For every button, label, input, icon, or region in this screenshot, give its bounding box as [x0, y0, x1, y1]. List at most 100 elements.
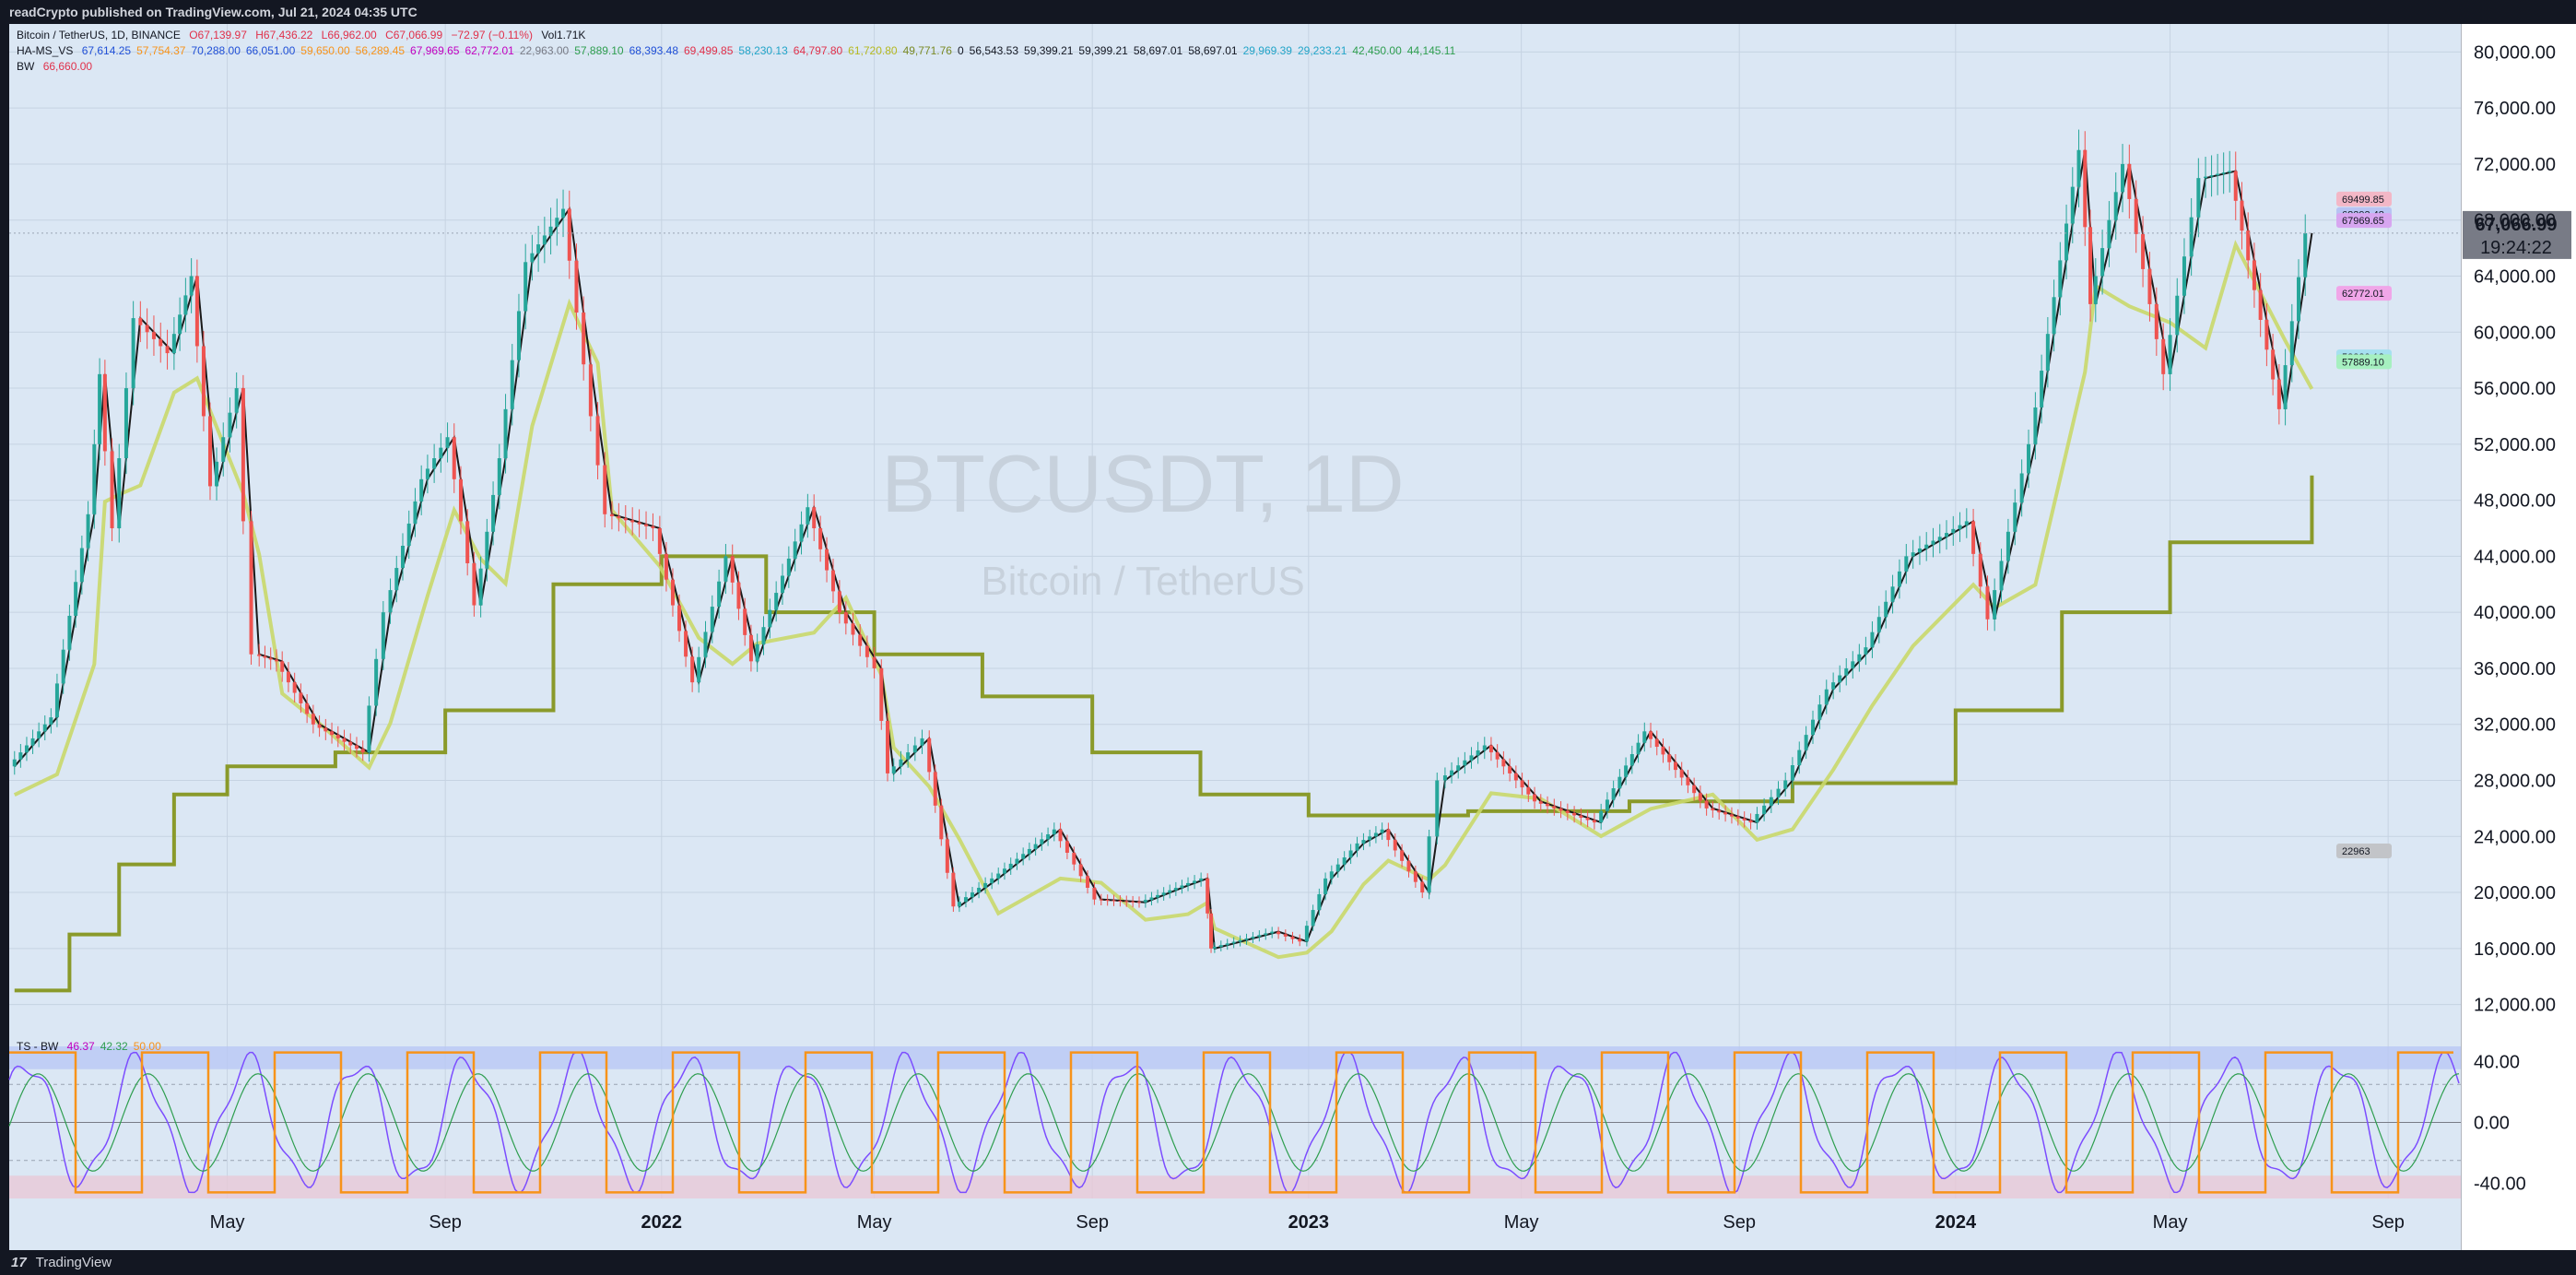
candle-body: [49, 717, 53, 725]
candle-body: [906, 752, 911, 760]
candle-body: [851, 623, 855, 635]
candle-body: [677, 605, 682, 632]
legend-ha-ms-value: 56,543.53: [969, 44, 1019, 57]
candle-body: [1931, 540, 1935, 545]
candle-body: [697, 656, 701, 683]
candle-body: [348, 741, 353, 746]
candle-body: [317, 724, 322, 728]
y-tick-label: 68,000.00: [2474, 211, 2556, 231]
candle-body: [1711, 808, 1715, 811]
candle-body: [1937, 537, 1942, 541]
legend-ha-ms-value: 67,614.25: [81, 44, 132, 57]
candle-body: [138, 318, 143, 325]
candle-body: [2141, 233, 2146, 269]
y-tick-label: 28,000.00: [2474, 772, 2556, 792]
candle-body: [1673, 761, 1677, 771]
candle-body: [2045, 334, 2050, 372]
legend-ha-ms-value: 58,697.01: [1133, 44, 1183, 57]
price-line: [14, 149, 2313, 950]
publisher-line: readCrypto published on TradingView.com,…: [9, 5, 418, 19]
long-term-step-line: [14, 475, 2314, 993]
candle-body: [2093, 276, 2098, 304]
legend-ha-ms-value: 56,289.45: [355, 44, 406, 57]
chart-pane[interactable]: [9, 24, 2461, 1250]
candle-body: [2228, 171, 2232, 173]
x-tick-label: May: [2153, 1212, 2188, 1233]
legend-ha-ms-value: 57,889.10: [574, 44, 624, 57]
candle-body: [221, 437, 226, 462]
candle-body: [1290, 936, 1295, 939]
candle-body: [189, 276, 194, 296]
candle-body: [945, 839, 949, 873]
candle-body: [1790, 765, 1794, 781]
candle-body: [1156, 894, 1160, 898]
candle-body: [1393, 840, 1397, 851]
legend-bw-label: BW: [17, 60, 35, 73]
candle-body: [2216, 173, 2220, 176]
candle-body: [2134, 198, 2138, 234]
last-price-box: [2463, 210, 2571, 259]
candle-body: [2006, 531, 2010, 561]
candle-body: [1533, 794, 1537, 802]
candle-body: [465, 521, 470, 563]
candle-body: [102, 373, 107, 452]
legend-ha-ms-value: 44,145.11: [1406, 44, 1456, 57]
candle-body: [159, 338, 163, 347]
legend-ha-ms-value: 0: [957, 44, 964, 57]
candle-body: [1276, 931, 1281, 935]
candle-body: [774, 593, 779, 610]
price-tag-label: 62772.01: [2342, 289, 2384, 300]
candle-body: [360, 749, 365, 753]
candle-body: [2303, 232, 2308, 277]
candle-body: [1406, 860, 1411, 872]
candle-body: [1945, 533, 1949, 537]
legend-ha-ms-value: 70,288.00: [191, 44, 241, 57]
candle-body: [2196, 178, 2201, 218]
candle-body: [2019, 473, 2024, 503]
legend-ha-ms-value: 58,697.01: [1188, 44, 1238, 57]
candle-body: [2264, 319, 2269, 350]
x-tick-label: 2024: [1935, 1212, 1977, 1233]
candle-body: [843, 612, 848, 624]
candle-body: [1617, 776, 1622, 789]
candle-body: [1636, 742, 1641, 755]
candle-body: [2161, 338, 2166, 374]
candle-body: [292, 682, 297, 693]
legend-ha-ms-value: 62,772.01: [465, 44, 514, 57]
legend-low: L66,962.00: [321, 29, 377, 41]
candle-body: [280, 661, 285, 672]
candle-body: [299, 692, 303, 703]
candle-body: [2271, 349, 2276, 380]
candle-body: [858, 634, 863, 646]
candle-body: [617, 515, 621, 519]
candle-body: [990, 878, 994, 883]
legend-ha-ms-value: 59,399.21: [1024, 44, 1074, 57]
y-tick-label: 72,000.00: [2474, 155, 2556, 175]
candle-body: [1729, 814, 1734, 817]
candle-body: [920, 738, 924, 746]
candle-body: [1021, 854, 1026, 859]
candle-body: [1173, 888, 1178, 891]
y-tick-label: 76,000.00: [2474, 99, 2556, 119]
candle-body: [684, 631, 688, 657]
candle-body: [1400, 850, 1405, 861]
candle-body: [1476, 750, 1480, 756]
price-tag: [2336, 191, 2392, 207]
candle-body: [61, 649, 65, 684]
candle-body: [1251, 937, 1255, 939]
osc-y-tick-label: 40.00: [2474, 1053, 2520, 1073]
legend-symbol: Bitcoin / TetherUS, 1D, BINANCE: [17, 29, 181, 41]
candle-body: [24, 745, 29, 753]
candle-body: [178, 314, 182, 335]
candle-body: [413, 501, 418, 524]
candle-body: [1131, 901, 1135, 903]
candle-body: [1958, 525, 1962, 529]
candle-body: [1186, 882, 1191, 886]
trend-line-lime: [13, 240, 2314, 960]
price-tag-label: 67969.65: [2342, 216, 2384, 227]
candle-body: [472, 562, 476, 606]
candle-body: [124, 388, 128, 459]
candle-body: [1335, 864, 1340, 872]
candle-body: [865, 645, 869, 657]
